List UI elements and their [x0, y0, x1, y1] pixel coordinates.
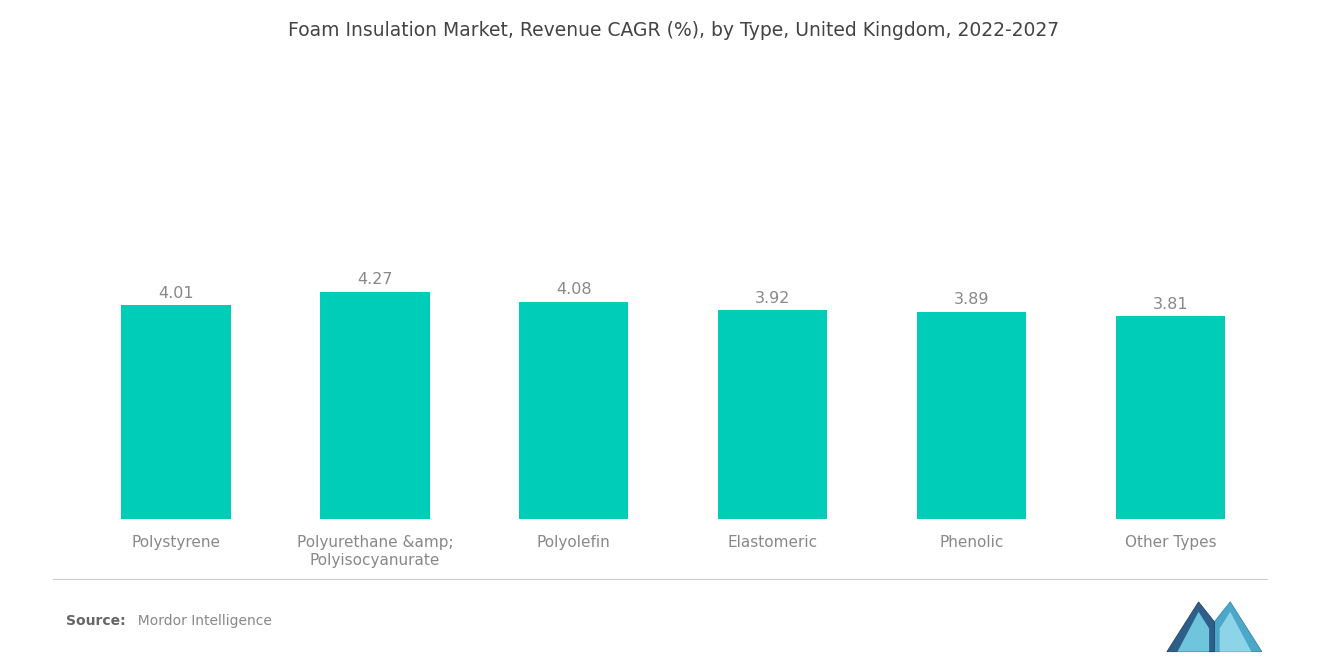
Bar: [718, 310, 828, 519]
Polygon shape: [1177, 612, 1209, 652]
Text: Mordor Intelligence: Mordor Intelligence: [129, 614, 272, 628]
Polygon shape: [1220, 612, 1251, 652]
Text: 3.89: 3.89: [954, 293, 989, 307]
Bar: [917, 312, 1026, 519]
Text: 3.92: 3.92: [755, 291, 791, 306]
Bar: [121, 305, 231, 519]
Bar: [519, 302, 628, 519]
Title: Foam Insulation Market, Revenue CAGR (%), by Type, United Kingdom, 2022-2027: Foam Insulation Market, Revenue CAGR (%)…: [288, 21, 1059, 40]
Text: 3.81: 3.81: [1152, 297, 1188, 312]
Polygon shape: [1167, 602, 1214, 652]
Text: 4.01: 4.01: [158, 286, 194, 301]
Bar: [321, 291, 429, 519]
Text: Source:: Source:: [66, 614, 125, 628]
Polygon shape: [1209, 602, 1262, 652]
Text: 4.27: 4.27: [358, 272, 392, 287]
Bar: [1115, 316, 1225, 519]
Text: 4.08: 4.08: [556, 283, 591, 297]
